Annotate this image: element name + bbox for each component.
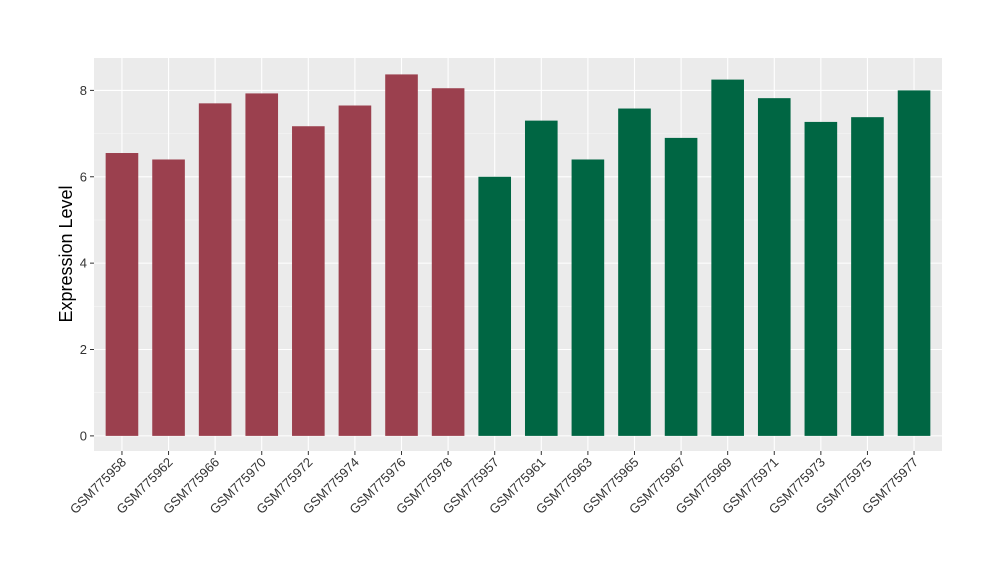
minor-gridlines — [94, 133, 942, 393]
bar-GSM775978 — [431, 88, 465, 436]
bar-GSM775970 — [245, 93, 279, 436]
bars — [105, 74, 931, 436]
bar-GSM775965 — [618, 108, 651, 436]
y-axis: 0 2 4 6 8 — [80, 83, 94, 443]
y-tick-label: 8 — [80, 83, 87, 98]
bar-GSM775977 — [897, 90, 931, 436]
y-tick-label: 6 — [80, 169, 87, 184]
bar-GSM775967 — [664, 137, 698, 436]
bar-GSM775973 — [804, 121, 838, 436]
y-tick-label: 4 — [80, 256, 87, 271]
bar-GSM775974 — [338, 105, 372, 436]
bar-GSM775975 — [851, 117, 884, 436]
bar-GSM775966 — [198, 103, 232, 436]
plot-panel — [94, 58, 942, 451]
y-tick-label: 0 — [80, 428, 87, 443]
bar-GSM775962 — [152, 159, 185, 436]
bar-GSM775971 — [757, 98, 791, 436]
x-axis: GSM775958GSM775962GSM775966GSM775970GSM7… — [67, 451, 921, 517]
bar-GSM775976 — [385, 74, 418, 436]
y-tick-label: 2 — [80, 342, 87, 357]
bar-GSM775958 — [105, 153, 139, 436]
bar-GSM775972 — [292, 126, 325, 436]
bar-GSM775969 — [711, 79, 744, 436]
bar-GSM775961 — [524, 120, 558, 436]
y-axis-title: Expression Level — [56, 185, 76, 322]
bar-GSM775957 — [478, 176, 512, 436]
bar-GSM775963 — [571, 159, 605, 436]
